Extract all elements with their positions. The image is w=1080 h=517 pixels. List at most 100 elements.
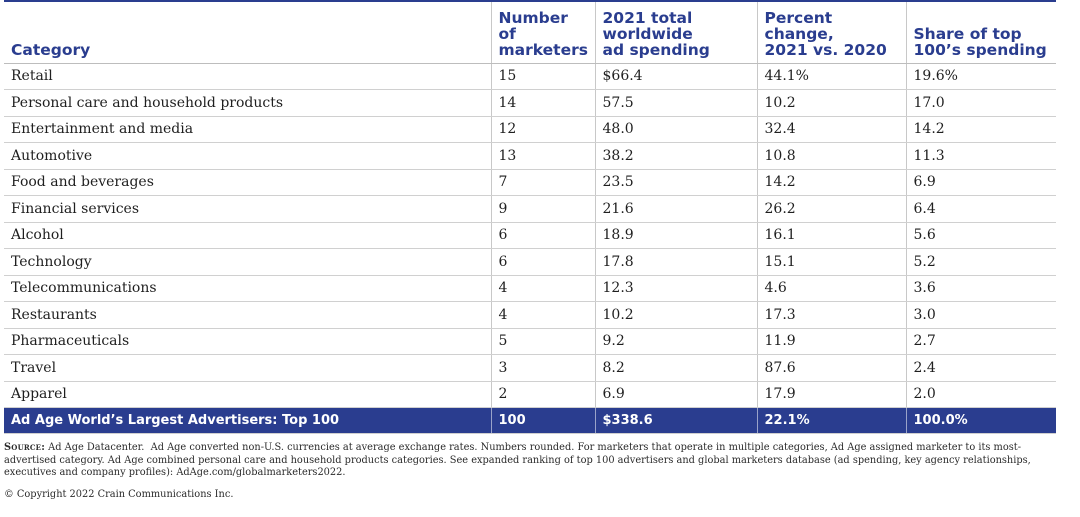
cell-spending: 38.2	[594, 142, 757, 170]
cell-category: Food and beverages	[4, 169, 491, 196]
table-row: Alcohol 6 18.9 16.1 5.6	[4, 222, 1056, 249]
table-row: Personal care and household products 14 …	[4, 89, 1056, 117]
cell-change: 16.1	[756, 222, 906, 249]
cell-category: Entertainment and media	[4, 116, 491, 143]
ad-spending-table: Category Number of marketers 2021 total …	[4, 0, 1056, 433]
cell-marketers: 6	[490, 248, 595, 276]
total-spending: $338.6	[594, 407, 757, 433]
cell-change: 14.2	[756, 169, 906, 196]
cell-spending: 10.2	[594, 301, 757, 329]
table-row: Telecommunications 4 12.3 4.6 3.6	[4, 275, 1056, 302]
cell-marketers: 4	[490, 275, 595, 302]
total-share: 100.0%	[905, 407, 1056, 433]
cell-change: 11.9	[756, 328, 906, 355]
cell-spending: 8.2	[594, 354, 757, 382]
cell-change: 4.6	[756, 275, 906, 302]
header-line: Share of top	[913, 24, 1022, 43]
cell-change: 32.4	[756, 116, 906, 143]
cell-marketers: 14	[490, 89, 595, 117]
cell-share: 19.6%	[905, 63, 1056, 90]
cell-change: 10.8	[756, 142, 906, 170]
cell-change: 17.3	[756, 301, 906, 329]
cell-spending: 21.6	[594, 195, 757, 223]
cell-category: Personal care and household products	[4, 89, 491, 117]
cell-share: 6.9	[905, 169, 1056, 196]
table-row: Travel 3 8.2 87.6 2.4	[4, 354, 1056, 382]
cell-spending: 12.3	[594, 275, 757, 302]
copyright-notice: © Copyright 2022 Crain Communications In…	[4, 489, 234, 500]
header-line: 2021 vs. 2020	[764, 40, 887, 59]
cell-spending: 18.9	[594, 222, 757, 249]
cell-marketers: 9	[490, 195, 595, 223]
cell-category: Pharmaceuticals	[4, 328, 491, 355]
cell-category: Alcohol	[4, 222, 491, 249]
cell-category: Retail	[4, 63, 491, 90]
cell-change: 26.2	[756, 195, 906, 223]
header-line: marketers	[498, 40, 588, 59]
cell-share: 6.4	[905, 195, 1056, 223]
header-line: worldwide	[602, 24, 693, 43]
table-header-row: Category Number of marketers 2021 total …	[4, 0, 1056, 64]
header-line: Percent change,	[764, 8, 834, 43]
cell-spending: 17.8	[594, 248, 757, 276]
header-share-of-spending: Share of top 100’s spending	[905, 0, 1056, 64]
cell-change: 87.6	[756, 354, 906, 382]
cell-marketers: 15	[490, 63, 595, 90]
cell-spending: $66.4	[594, 63, 757, 90]
table-row: Pharmaceuticals 5 9.2 11.9 2.7	[4, 328, 1056, 355]
cell-marketers: 4	[490, 301, 595, 329]
table-row: Entertainment and media 12 48.0 32.4 14.…	[4, 116, 1056, 143]
cell-change: 44.1%	[756, 63, 906, 90]
total-row: Ad Age World’s Largest Advertisers: Top …	[4, 407, 1056, 433]
total-change: 22.1%	[756, 407, 906, 433]
cell-share: 14.2	[905, 116, 1056, 143]
cell-share: 17.0	[905, 89, 1056, 117]
cell-change: 15.1	[756, 248, 906, 276]
cell-spending: 23.5	[594, 169, 757, 196]
cell-category: Travel	[4, 354, 491, 382]
header-category: Category	[4, 0, 491, 64]
cell-category: Telecommunications	[4, 275, 491, 302]
cell-share: 5.2	[905, 248, 1056, 276]
table-row: Restaurants 4 10.2 17.3 3.0	[4, 301, 1056, 329]
cell-spending: 9.2	[594, 328, 757, 355]
cell-change: 10.2	[756, 89, 906, 117]
cell-marketers: 13	[490, 142, 595, 170]
source-label: Source:	[4, 442, 46, 453]
table-row: Technology 6 17.8 15.1 5.2	[4, 248, 1056, 276]
cell-category: Apparel	[4, 381, 491, 408]
cell-share: 2.7	[905, 328, 1056, 355]
cell-category: Restaurants	[4, 301, 491, 329]
header-line: 2021 total	[602, 8, 693, 27]
total-marketers: 100	[490, 407, 595, 433]
header-number-of-marketers: Number of marketers	[490, 0, 595, 64]
cell-change: 17.9	[756, 381, 906, 408]
total-category: Ad Age World’s Largest Advertisers: Top …	[11, 412, 340, 428]
footer-divider	[4, 433, 1056, 434]
header-line: ad spending	[602, 40, 710, 59]
cell-category: Technology	[4, 248, 491, 276]
cell-spending: 48.0	[594, 116, 757, 143]
cell-marketers: 6	[490, 222, 595, 249]
table-row: Retail 15 $66.4 44.1% 19.6%	[4, 63, 1056, 90]
cell-share: 11.3	[905, 142, 1056, 170]
cell-share: 2.4	[905, 354, 1056, 382]
cell-spending: 57.5	[594, 89, 757, 117]
cell-category: Automotive	[4, 142, 491, 170]
cell-share: 2.0	[905, 381, 1056, 408]
cell-share: 5.6	[905, 222, 1056, 249]
header-percent-change: Percent change, 2021 vs. 2020	[756, 0, 906, 64]
header-line: 100’s spending	[913, 40, 1047, 59]
cell-marketers: 2	[490, 381, 595, 408]
header-line: Number of	[498, 8, 568, 43]
cell-share: 3.6	[905, 275, 1056, 302]
table-row: Financial services 9 21.6 26.2 6.4	[4, 195, 1056, 223]
cell-spending: 6.9	[594, 381, 757, 408]
cell-category: Financial services	[4, 195, 491, 223]
table-row: Food and beverages 7 23.5 14.2 6.9	[4, 169, 1056, 196]
source-text: Ad Age Datacenter. Ad Age converted non-…	[4, 442, 1031, 479]
source-note: Source: Ad Age Datacenter. Ad Age conver…	[4, 442, 1054, 480]
cell-marketers: 7	[490, 169, 595, 196]
header-ad-spending: 2021 total worldwide ad spending	[594, 0, 757, 64]
cell-share: 3.0	[905, 301, 1056, 329]
